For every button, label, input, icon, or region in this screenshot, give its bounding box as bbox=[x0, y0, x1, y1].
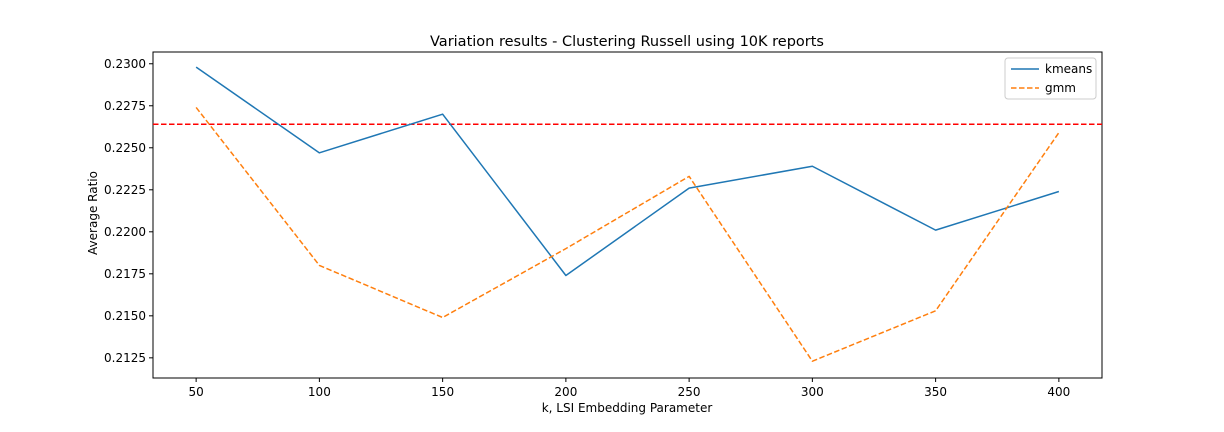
x-tick-label: 250 bbox=[678, 385, 701, 399]
legend-label-kmeans: kmeans bbox=[1045, 62, 1092, 76]
y-tick-label: 0.2250 bbox=[104, 141, 146, 155]
x-axis-label: k, LSI Embedding Parameter bbox=[542, 401, 713, 415]
y-tick-label: 0.2150 bbox=[104, 309, 146, 323]
y-axis-label: Average Ratio bbox=[86, 171, 100, 255]
y-tick-label: 0.2125 bbox=[104, 351, 146, 365]
x-tick-label: 400 bbox=[1047, 385, 1070, 399]
chart-title: Variation results - Clustering Russell u… bbox=[430, 34, 824, 50]
legend-label-gmm: gmm bbox=[1045, 81, 1076, 95]
x-tick-label: 300 bbox=[801, 385, 824, 399]
series-line-gmm bbox=[195, 106, 1060, 362]
x-tick-label: 50 bbox=[188, 385, 203, 399]
x-tick-label: 200 bbox=[554, 385, 577, 399]
y-tick-label: 0.2300 bbox=[104, 57, 146, 71]
y-tick-label: 0.2225 bbox=[104, 183, 146, 197]
y-tick-label: 0.2200 bbox=[104, 225, 146, 239]
series-line-kmeans bbox=[195, 66, 1060, 277]
x-tick-label: 350 bbox=[924, 385, 947, 399]
x-tick-label: 100 bbox=[308, 385, 331, 399]
legend: kmeans gmm bbox=[1004, 57, 1097, 100]
plot-area: 50 100 150 200 250 300 350 400 0.2125 0.2150 0.217… bbox=[104, 51, 1103, 399]
y-tick-label: 0.2175 bbox=[104, 267, 146, 281]
y-tick-label: 0.2275 bbox=[104, 99, 146, 113]
plot-frame bbox=[152, 51, 1103, 379]
x-tick-label: 150 bbox=[431, 385, 454, 399]
